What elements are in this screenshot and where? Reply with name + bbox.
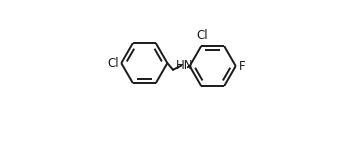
Text: Cl: Cl bbox=[107, 57, 119, 70]
Text: F: F bbox=[238, 60, 245, 73]
Text: Cl: Cl bbox=[196, 29, 208, 42]
Text: HN: HN bbox=[176, 59, 193, 72]
